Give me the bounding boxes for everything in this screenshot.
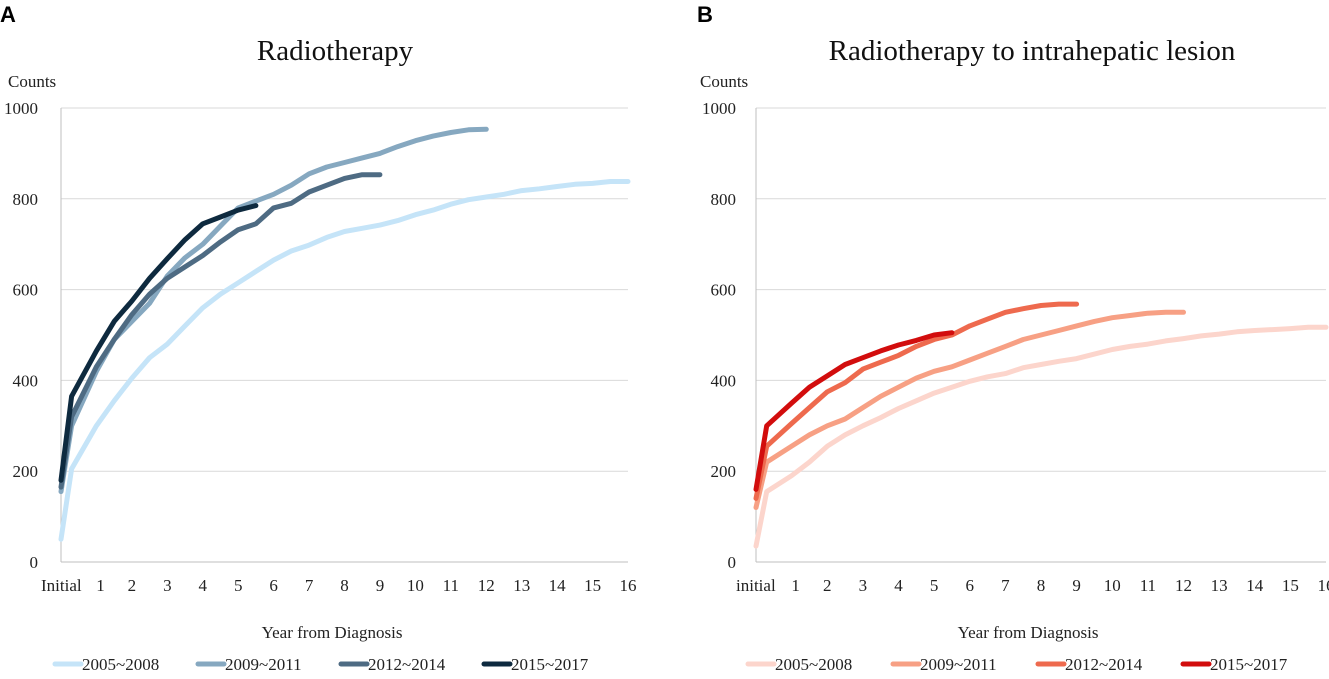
series-line-2015~2017 bbox=[753, 330, 955, 492]
x-tick-label: Initial bbox=[41, 576, 82, 595]
x-tick-label: 6 bbox=[966, 576, 975, 595]
panel-label: B bbox=[697, 2, 713, 27]
legend-label: 2005~2008 bbox=[775, 655, 852, 674]
y-tick-label: 1000 bbox=[4, 99, 38, 118]
x-tick-label: 8 bbox=[1037, 576, 1046, 595]
y-tick-label: 600 bbox=[13, 281, 39, 300]
x-tick-label: 9 bbox=[1072, 576, 1081, 595]
x-tick-label: 15 bbox=[1282, 576, 1299, 595]
series-line-2005~2008 bbox=[58, 179, 631, 542]
x-tick-label: 15 bbox=[584, 576, 601, 595]
y-tick-label: 200 bbox=[13, 462, 39, 481]
x-tick-label: 13 bbox=[1211, 576, 1228, 595]
y-tick-label: 800 bbox=[711, 190, 737, 209]
chart-panel-b: B Radiotherapy to intrahepatic lesion Coun… bbox=[697, 2, 1329, 674]
x-tick-label: 16 bbox=[1318, 576, 1329, 595]
x-tick-label: 14 bbox=[1246, 576, 1264, 595]
x-tick-label: initial bbox=[736, 576, 776, 595]
y-tick-label: 600 bbox=[711, 281, 737, 300]
x-tick-label: 5 bbox=[234, 576, 243, 595]
y-tick-label: 0 bbox=[728, 553, 737, 572]
series-line-2009~2011 bbox=[753, 309, 1186, 510]
x-tick-label: 7 bbox=[305, 576, 314, 595]
y-tick-label: 400 bbox=[711, 371, 737, 390]
x-tick-label: 16 bbox=[620, 576, 637, 595]
panel-label: A bbox=[0, 2, 16, 27]
series-line-2012~2014 bbox=[753, 301, 1080, 501]
x-tick-label: 12 bbox=[478, 576, 495, 595]
x-axis-label: Year from Diagnosis bbox=[958, 623, 1099, 642]
chart-panel-a: A Radiotherapy Counts 0 200 400 600 800 1000 Init… bbox=[0, 2, 637, 674]
y-tick-label: 0 bbox=[30, 553, 39, 572]
legend-label: 2009~2011 bbox=[225, 655, 302, 674]
y-tick-label: 400 bbox=[13, 371, 39, 390]
legend-label: 2012~2014 bbox=[368, 655, 446, 674]
series-line-2005~2008 bbox=[753, 324, 1329, 549]
legend-label: 2015~2017 bbox=[511, 655, 589, 674]
legend-label: 2005~2008 bbox=[82, 655, 159, 674]
x-tick-label: 11 bbox=[1140, 576, 1156, 595]
y-axis-label: Counts bbox=[700, 72, 748, 91]
x-tick-label: 11 bbox=[443, 576, 459, 595]
y-tick-label: 800 bbox=[13, 190, 39, 209]
x-tick-label: 10 bbox=[407, 576, 424, 595]
x-tick-label: 2 bbox=[128, 576, 137, 595]
x-tick-label: 1 bbox=[791, 576, 800, 595]
y-tick-label: 1000 bbox=[702, 99, 736, 118]
legend-label: 2015~2017 bbox=[1210, 655, 1288, 674]
chart-title: Radiotherapy bbox=[257, 35, 414, 67]
y-axis-label: Counts bbox=[8, 72, 56, 91]
series-line-2012~2014 bbox=[58, 172, 383, 490]
x-tick-label: 7 bbox=[1001, 576, 1010, 595]
x-tick-label: 6 bbox=[269, 576, 278, 595]
x-tick-label: 13 bbox=[513, 576, 530, 595]
x-tick-label: 14 bbox=[549, 576, 567, 595]
legend-label: 2009~2011 bbox=[920, 655, 997, 674]
x-tick-label: 2 bbox=[823, 576, 832, 595]
x-tick-label: 4 bbox=[199, 576, 208, 595]
x-tick-label: 4 bbox=[894, 576, 903, 595]
x-tick-label: 9 bbox=[376, 576, 385, 595]
x-tick-label: 3 bbox=[163, 576, 172, 595]
x-tick-label: 8 bbox=[340, 576, 349, 595]
chart-title: Radiotherapy to intrahepatic lesion bbox=[829, 35, 1236, 67]
x-tick-label: 3 bbox=[859, 576, 868, 595]
y-tick-label: 200 bbox=[711, 462, 737, 481]
x-axis-label: Year from Diagnosis bbox=[262, 623, 403, 642]
x-tick-label: 12 bbox=[1175, 576, 1192, 595]
legend-label: 2012~2014 bbox=[1065, 655, 1143, 674]
x-tick-label: 1 bbox=[96, 576, 105, 595]
x-tick-label: 5 bbox=[930, 576, 939, 595]
series-line-2009~2011 bbox=[58, 126, 489, 495]
x-tick-label: 10 bbox=[1104, 576, 1121, 595]
series-line-2015~2017 bbox=[58, 203, 259, 483]
